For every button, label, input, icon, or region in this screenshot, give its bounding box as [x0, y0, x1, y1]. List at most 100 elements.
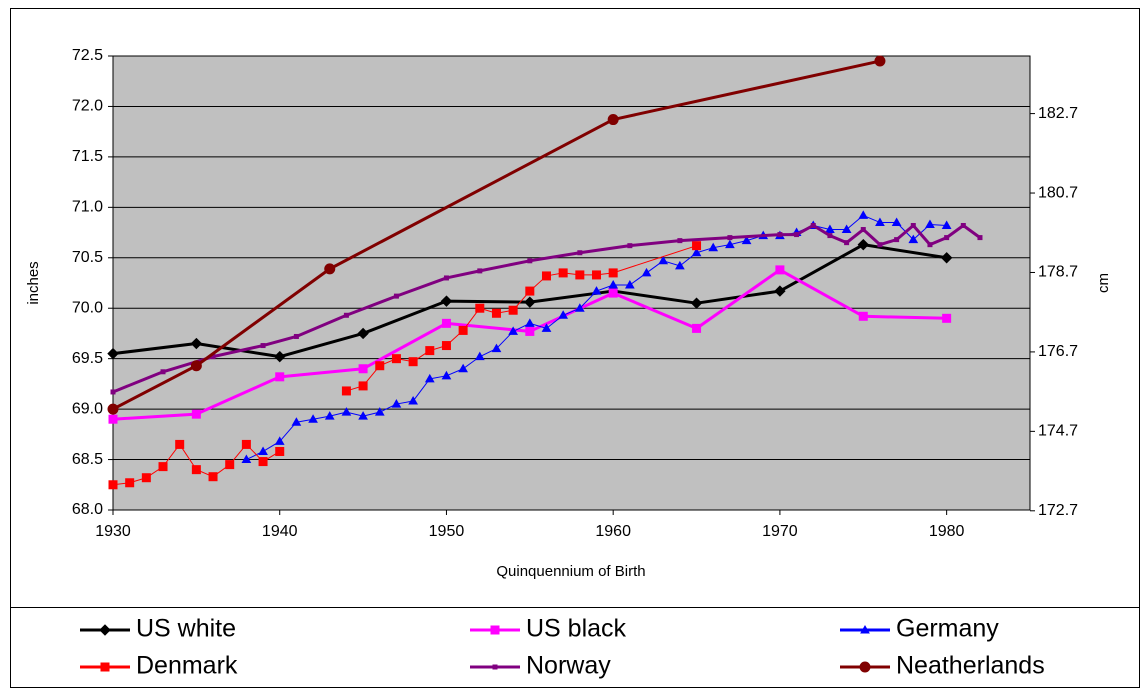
legend-item: Germany	[840, 615, 999, 643]
marker	[375, 361, 385, 371]
legend-item: Norway	[470, 652, 611, 680]
y-tick-label: 72.5	[72, 47, 103, 64]
marker	[860, 227, 866, 233]
legend-marker	[99, 624, 111, 636]
marker	[690, 297, 703, 309]
marker	[658, 255, 669, 265]
marker	[591, 286, 602, 295]
legend-item: Denmark	[80, 652, 238, 680]
marker	[844, 240, 850, 246]
marker	[894, 237, 900, 243]
x-tick-label: 1980	[929, 523, 965, 540]
marker	[341, 386, 351, 396]
plot-border	[112, 55, 1031, 511]
marker	[190, 360, 202, 372]
legend-label: Norway	[526, 652, 611, 680]
marker	[825, 224, 835, 234]
marker	[408, 357, 418, 367]
marker	[158, 462, 168, 472]
marker	[160, 369, 166, 375]
marker	[858, 210, 869, 219]
legend-marker	[860, 624, 870, 634]
marker	[258, 457, 268, 467]
marker	[308, 414, 318, 423]
marker	[774, 285, 786, 297]
marker	[508, 305, 518, 315]
marker	[425, 346, 435, 356]
y-tick-label: 70.5	[72, 249, 103, 266]
marker	[608, 280, 619, 289]
marker	[877, 242, 883, 248]
marker	[358, 364, 368, 374]
marker	[977, 235, 983, 241]
plot-area	[113, 56, 1030, 510]
marker	[944, 235, 950, 241]
marker	[908, 234, 919, 244]
marker	[524, 318, 535, 327]
y-tick-label: 69.5	[72, 350, 103, 367]
marker	[258, 446, 268, 455]
marker	[608, 268, 618, 278]
marker	[541, 323, 552, 332]
x-tick-label: 1970	[762, 523, 798, 540]
y-axis-title: inches	[25, 261, 42, 304]
marker	[358, 411, 368, 420]
marker	[874, 55, 886, 67]
marker	[827, 233, 833, 239]
y-tick-label: 68.5	[72, 451, 103, 468]
marker	[274, 350, 286, 363]
marker	[107, 347, 119, 360]
marker	[458, 363, 468, 373]
marker	[491, 308, 501, 318]
marker	[291, 417, 302, 426]
marker	[441, 341, 451, 351]
marker	[508, 326, 519, 335]
marker	[391, 354, 401, 364]
marker	[241, 454, 252, 464]
marker	[607, 114, 619, 126]
marker	[558, 310, 569, 319]
marker	[324, 263, 336, 275]
marker	[110, 389, 116, 395]
marker	[108, 414, 118, 424]
legend-label: Denmark	[136, 652, 238, 680]
y-tick-label: 70.0	[72, 299, 103, 316]
marker	[274, 436, 285, 445]
marker	[275, 446, 285, 456]
marker	[841, 224, 852, 234]
marker	[260, 343, 266, 349]
marker	[424, 373, 435, 383]
marker	[941, 220, 952, 229]
y2-tick-label: 174.7	[1038, 423, 1078, 440]
legend-label: Neatherlands	[896, 652, 1045, 680]
marker	[107, 403, 119, 415]
marker	[391, 399, 402, 408]
marker	[725, 239, 735, 249]
x-tick-label: 1930	[95, 523, 131, 540]
marker	[525, 326, 535, 336]
y-tick-label: 69.0	[72, 400, 103, 417]
marker	[891, 217, 902, 226]
marker	[293, 333, 299, 339]
legend-item: Neatherlands	[840, 652, 1045, 680]
marker	[441, 318, 451, 328]
marker	[960, 222, 966, 228]
marker	[574, 303, 585, 312]
marker	[910, 222, 916, 228]
marker	[692, 241, 702, 251]
legend-label: Germany	[896, 615, 999, 643]
marker	[927, 242, 933, 248]
marker	[641, 267, 652, 277]
marker	[324, 411, 335, 420]
marker	[624, 280, 635, 289]
legend-marker	[859, 661, 871, 673]
marker	[475, 303, 485, 313]
marker	[408, 396, 418, 405]
x-axis-title: Quinquennium of Birth	[496, 563, 645, 580]
marker	[477, 268, 483, 274]
marker	[708, 242, 719, 252]
y2-tick-label: 172.7	[1038, 502, 1078, 519]
y-tick-label: 72.0	[72, 98, 103, 115]
marker	[458, 325, 468, 335]
